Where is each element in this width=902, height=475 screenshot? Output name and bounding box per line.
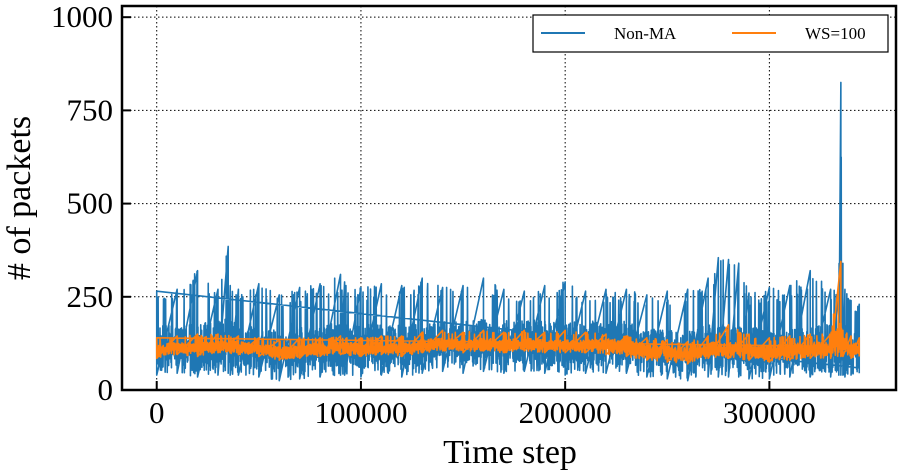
- series-line-ws100: [155, 260, 861, 365]
- y-tick-label: 500: [67, 186, 114, 221]
- legend-label-ws100: WS=100: [805, 24, 866, 43]
- plot-frame: [120, 4, 898, 392]
- x-tick-label: 0: [149, 395, 165, 430]
- x-axis-label: Time step: [443, 434, 577, 471]
- legend-box: [532, 14, 889, 53]
- y-tick-label: 1000: [51, 0, 113, 34]
- axis-ticks: 0 100000 200000 300000 0 250 500 750 1000: [51, 0, 816, 430]
- y-axis-label: # of packets: [1, 116, 38, 280]
- x-tick-label: 100000: [314, 395, 407, 430]
- series-lines: [155, 81, 861, 382]
- legend-label-non-ma: Non-MA: [614, 24, 677, 43]
- legend: Non-MA WS=100: [532, 14, 889, 53]
- x-tick-label: 200000: [519, 395, 612, 430]
- y-tick-label: 0: [98, 372, 114, 407]
- y-tick-label: 250: [67, 279, 114, 314]
- y-tick-label: 750: [67, 92, 114, 127]
- series-line-non-ma: [155, 81, 861, 382]
- x-tick-label: 300000: [723, 395, 816, 430]
